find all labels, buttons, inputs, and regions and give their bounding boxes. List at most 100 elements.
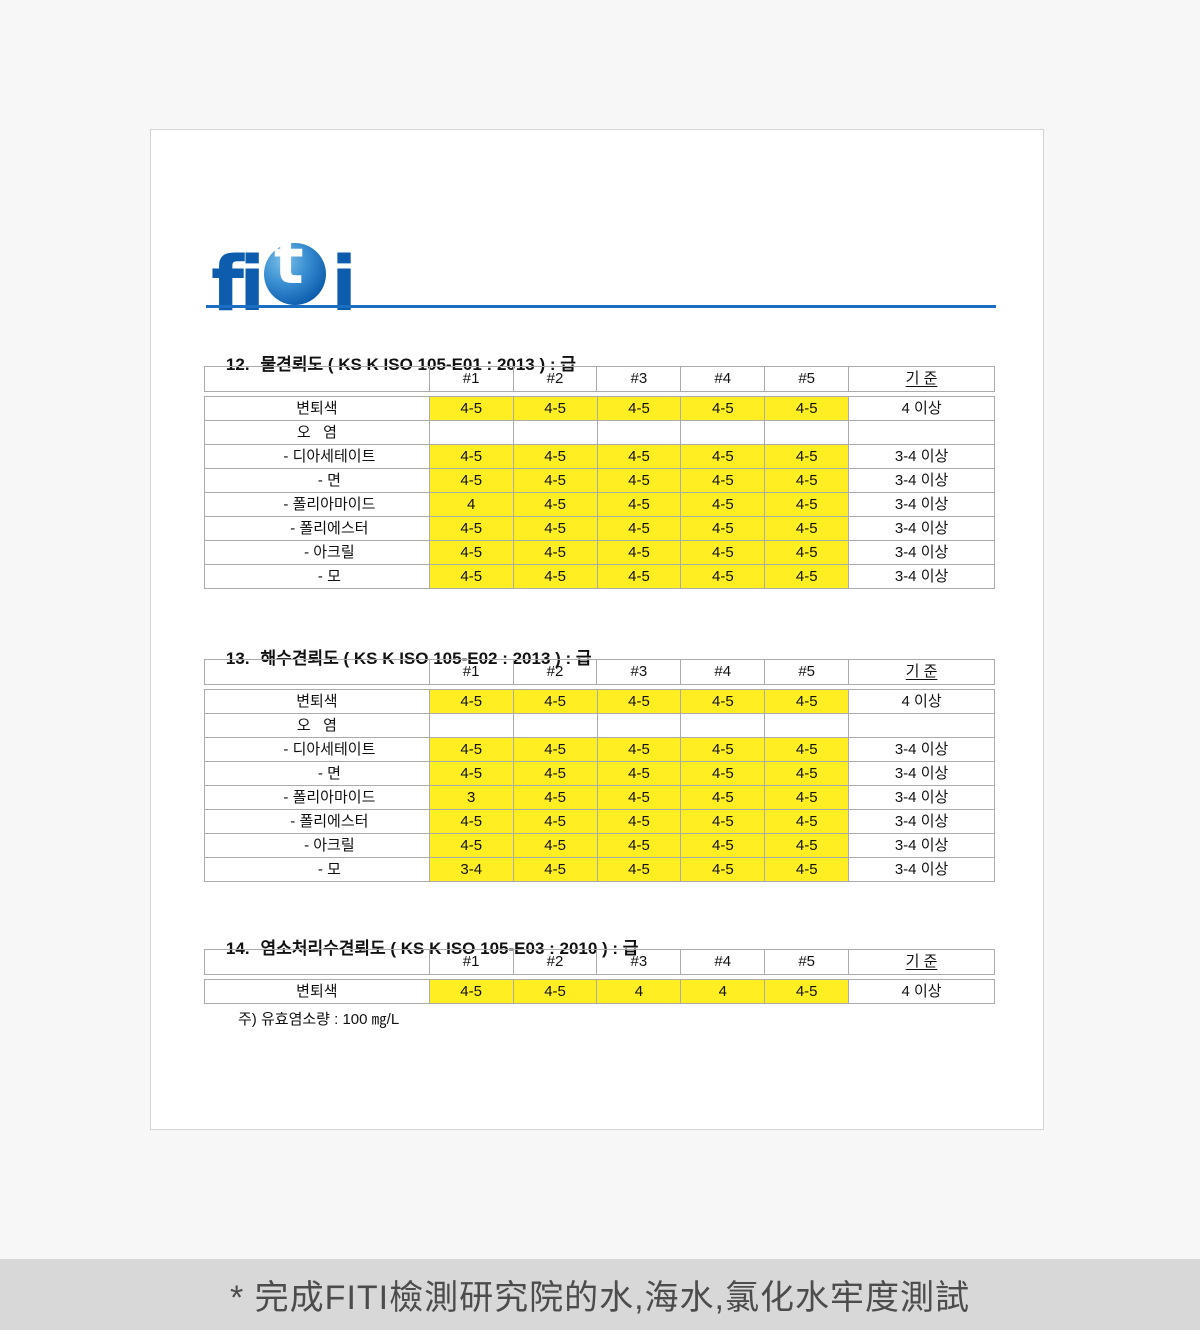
grade-value-cell (680, 713, 766, 738)
column-header: 기 준 (848, 949, 995, 975)
row-label: - 디아세테이트 (204, 444, 430, 469)
grade-value-cell: 4-5 (512, 468, 598, 493)
grade-value-cell: 4-5 (428, 444, 514, 469)
table-header-row: #1 #2 #3 #4 #5 기 준 (204, 949, 995, 975)
standard-value-cell: 3-4 이상 (848, 857, 995, 882)
grade-value-cell: 4-5 (680, 809, 766, 834)
grade-value-cell: 4-5 (596, 833, 682, 858)
grade-value-cell (680, 420, 766, 445)
grade-value-cell: 4-5 (764, 396, 850, 421)
grade-value-cell: 4-5 (764, 785, 850, 810)
water-colorfastness-table: #1 #2 #3 #4 #5 기 준 변퇴색 4-5 4-5 4-5 4-5 4-5 4 이상 오 염- … (204, 366, 995, 589)
grade-value-cell: 4-5 (680, 761, 766, 786)
table-row: - 모 3-4 4-5 4-5 4-5 4-5 3-4 이상 (204, 857, 995, 882)
grade-value-cell: 4-5 (680, 540, 766, 565)
grade-value-cell: 4-5 (764, 540, 850, 565)
grade-value-cell: 4-5 (428, 761, 514, 786)
standard-value-cell: 3-4 이상 (848, 737, 995, 762)
column-header: #2 (512, 949, 598, 975)
header-row: #1 #2 #3 #4 #5 기 준 (204, 949, 995, 975)
caption-text: * 完成FITI檢測研究院的水,海水,氯化水牢度測試 (230, 1279, 970, 1317)
grade-value-cell: 4-5 (680, 737, 766, 762)
row-label: - 모 (204, 857, 430, 882)
standard-value-cell: 3-4 이상 (848, 492, 995, 517)
grade-value-cell (596, 713, 682, 738)
column-header: #5 (764, 949, 850, 975)
column-header: #3 (596, 949, 682, 975)
fiti-logo-globe-icon: t (264, 231, 326, 305)
grade-value-cell: 4 (596, 979, 682, 1004)
grade-value-cell: 4-5 (764, 689, 850, 714)
fiti-logo-letter-t: t (274, 225, 304, 298)
footnote: 주) 유효염소량 : 100 ㎎/L (238, 1011, 400, 1028)
column-header: #5 (764, 659, 850, 685)
table-row: 변퇴색 4-5 4-5 4 4 4-5 4 이상 (204, 979, 995, 1004)
column-header: 기 준 (848, 659, 995, 685)
grade-value-cell: 4 (428, 492, 514, 517)
standard-value-cell: 3-4 이상 (848, 444, 995, 469)
row-label: - 아크릴 (204, 540, 430, 565)
table-row: - 폴리아마이드 3 4-5 4-5 4-5 4-5 3-4 이상 (204, 785, 995, 810)
grade-value-cell: 4-5 (512, 979, 598, 1004)
grade-value-cell: 4-5 (680, 833, 766, 858)
grade-value-cell: 4-5 (512, 516, 598, 541)
grade-value-cell: 4-5 (680, 468, 766, 493)
column-header-empty (204, 659, 430, 685)
grade-value-cell (596, 420, 682, 445)
column-header-standard-label: 기 준 (905, 663, 938, 680)
column-header-standard-label: 기 준 (905, 370, 938, 387)
table-row: - 아크릴 4-5 4-5 4-5 4-5 4-5 3-4 이상 (204, 540, 995, 565)
grade-value-cell (512, 713, 598, 738)
grade-value-cell: 4-5 (596, 761, 682, 786)
table-row: 변퇴색 4-5 4-5 4-5 4-5 4-5 4 이상 (204, 689, 995, 714)
grade-value-cell: 4-5 (680, 444, 766, 469)
grade-value-cell: 4-5 (596, 516, 682, 541)
grade-value-cell: 4-5 (764, 564, 850, 589)
row-label: - 폴리에스터 (204, 516, 430, 541)
header-row: #1 #2 #3 #4 #5 기 준 (204, 659, 995, 685)
grade-value-cell: 4-5 (680, 564, 766, 589)
grade-value-cell (428, 420, 514, 445)
grade-value-cell: 4-5 (428, 468, 514, 493)
grade-value-cell: 4-5 (680, 492, 766, 517)
standard-value-cell: 3-4 이상 (848, 516, 995, 541)
grade-value-cell: 4-5 (428, 979, 514, 1004)
column-header: 기 준 (848, 366, 995, 392)
table-body: 변퇴색 4-5 4-5 4 4 4-5 4 이상 (204, 979, 995, 1004)
row-label: 변퇴색 (204, 979, 430, 1004)
grade-value-cell (764, 713, 850, 738)
row-label: 오 염 (204, 713, 430, 738)
grade-value-cell: 4-5 (512, 857, 598, 882)
standard-value-cell: 3-4 이상 (848, 468, 995, 493)
grade-value-cell: 4-5 (512, 761, 598, 786)
row-label: 변퇴색 (204, 396, 430, 421)
table-row: 오 염 (204, 713, 995, 738)
grade-value-cell: 4-5 (428, 809, 514, 834)
grade-value-cell: 4-5 (428, 564, 514, 589)
table-header-row: #1 #2 #3 #4 #5 기 준 (204, 659, 995, 685)
grade-value-cell: 4-5 (596, 857, 682, 882)
standard-value-cell: 4 이상 (848, 979, 995, 1004)
standard-value-cell: 4 이상 (848, 396, 995, 421)
column-header: #3 (596, 366, 682, 392)
table-row: - 디아세테이트 4-5 4-5 4-5 4-5 4-5 3-4 이상 (204, 444, 995, 469)
grade-value-cell: 4-5 (512, 785, 598, 810)
grade-value-cell: 4-5 (680, 785, 766, 810)
row-label: 오 염 (204, 420, 430, 445)
column-header: #1 (428, 659, 514, 685)
grade-value-cell: 4-5 (764, 468, 850, 493)
grade-value-cell (428, 713, 514, 738)
grade-value-cell: 4-5 (596, 737, 682, 762)
column-header: #3 (596, 659, 682, 685)
grade-value-cell: 4-5 (596, 540, 682, 565)
standard-value-cell: 3-4 이상 (848, 785, 995, 810)
row-label: - 면 (204, 761, 430, 786)
grade-value-cell: 4-5 (596, 689, 682, 714)
table-row: - 폴리에스터 4-5 4-5 4-5 4-5 4-5 3-4 이상 (204, 809, 995, 834)
row-label: - 폴리아마이드 (204, 492, 430, 517)
grade-value-cell (764, 420, 850, 445)
header-row: #1 #2 #3 #4 #5 기 준 (204, 366, 995, 392)
row-label: - 디아세테이트 (204, 737, 430, 762)
grade-value-cell: 4-5 (596, 809, 682, 834)
grade-value-cell: 4-5 (512, 833, 598, 858)
